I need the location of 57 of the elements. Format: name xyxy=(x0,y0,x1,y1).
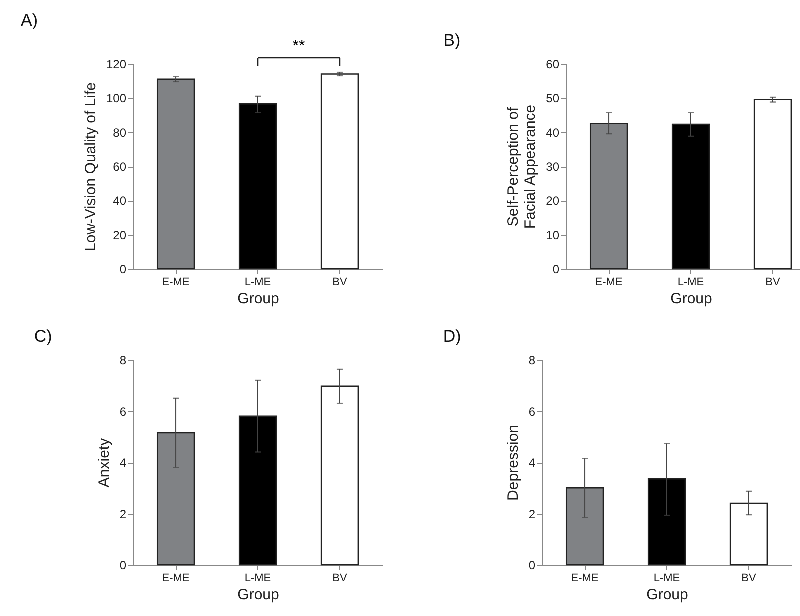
y-tick-label: 60 xyxy=(113,160,127,174)
y-axis-title: Low-Vision Quality of Life xyxy=(82,82,100,252)
y-tick-label: 80 xyxy=(113,126,127,140)
y-axis-title: Self-Perception of Facial Appearance xyxy=(505,104,540,230)
y-tick-label: 60 xyxy=(546,58,560,72)
y-tick-label: 120 xyxy=(106,58,127,72)
y-tick-label: 6 xyxy=(120,404,127,419)
bar xyxy=(238,104,278,270)
y-axis-title: Depression xyxy=(504,425,522,501)
bar xyxy=(648,478,686,566)
x-tick-label: E-ME xyxy=(595,276,623,288)
bar xyxy=(754,99,792,270)
y-tick-label: 8 xyxy=(528,354,536,368)
chart-title: D) xyxy=(443,327,462,346)
y-tick-label: 8 xyxy=(120,354,127,368)
y-tick-label: 20 xyxy=(113,228,127,242)
chart-title: C) xyxy=(34,327,52,346)
y-tick-label: 10 xyxy=(546,228,560,242)
x-tick-label: L-ME xyxy=(244,572,272,584)
x-axis-title: Group xyxy=(670,290,712,308)
x-axis-title: Group xyxy=(646,586,688,604)
chart-title: B) xyxy=(444,31,461,50)
y-tick-label: 2 xyxy=(528,507,536,522)
x-axis-title: Group xyxy=(238,586,280,604)
y-tick-label: 0 xyxy=(528,558,536,572)
x-axis-title: Group xyxy=(238,290,280,308)
y-tick-label: 40 xyxy=(113,194,127,208)
x-tick-label: E-ME xyxy=(162,572,190,584)
x-tick-label: BV xyxy=(742,572,757,584)
bar xyxy=(672,124,710,270)
x-tick-label: E-ME xyxy=(571,572,599,584)
y-tick-label: 0 xyxy=(120,262,127,276)
x-tick-label: BV xyxy=(332,572,348,584)
y-tick-label: 40 xyxy=(546,126,560,140)
y-tick-label: 4 xyxy=(120,456,127,470)
x-tick-label: L-ME xyxy=(678,276,704,288)
text: ** xyxy=(292,38,306,55)
bar xyxy=(320,74,360,270)
x-tick-label: E-ME xyxy=(162,276,190,288)
y-tick-label: 20 xyxy=(546,194,560,208)
chart-title: A) xyxy=(20,11,38,30)
y-tick-label: 6 xyxy=(528,404,536,419)
x-tick-label: L-ME xyxy=(654,572,680,584)
x-tick-label: L-ME xyxy=(244,276,272,288)
y-tick-label: 0 xyxy=(552,262,560,276)
y-tick-label: 30 xyxy=(546,160,560,174)
y-tick-label: 0 xyxy=(120,558,127,572)
y-tick-label: 50 xyxy=(546,92,560,106)
x-tick-label: BV xyxy=(332,276,348,288)
y-tick-label: 2 xyxy=(120,507,127,522)
x-tick-label: BV xyxy=(766,276,781,288)
bar xyxy=(320,386,360,566)
y-tick-label: 4 xyxy=(528,456,536,470)
y-axis-title: Anxiety xyxy=(96,438,113,488)
bar xyxy=(730,502,768,566)
y-tick-label: 100 xyxy=(106,92,127,106)
bar xyxy=(238,416,278,566)
